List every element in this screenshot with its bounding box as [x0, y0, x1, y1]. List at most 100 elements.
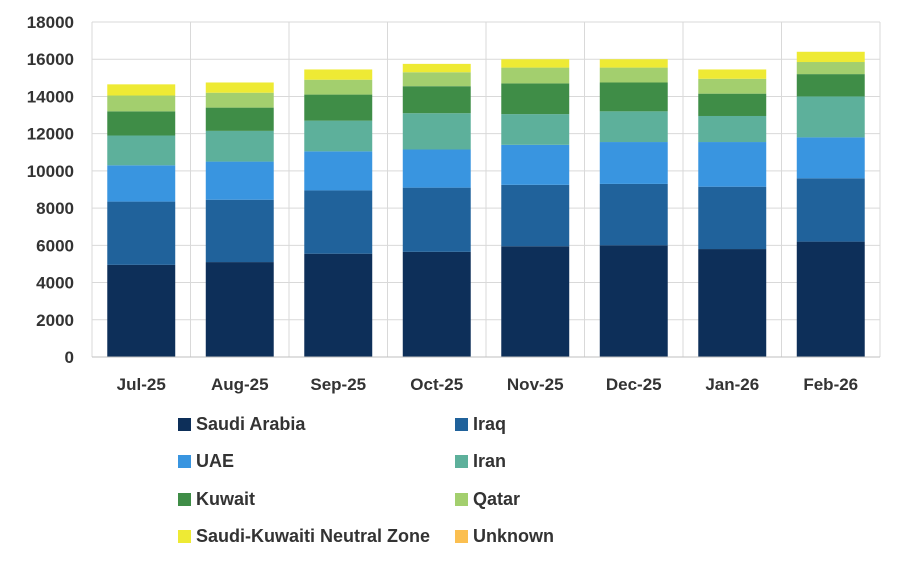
bar-segment-saudi-kuwaiti-neutral-zone-sep-25	[304, 69, 373, 80]
bar-segment-kuwait-jul-25	[107, 111, 176, 136]
x-tick-label: Aug-25	[211, 375, 269, 394]
x-tick-label: Jul-25	[117, 375, 166, 394]
bar-segment-iraq-jan-26	[698, 186, 767, 250]
x-tick-label: Feb-26	[803, 375, 858, 394]
x-tick-label: Dec-25	[606, 375, 662, 394]
bar-segment-saudi-kuwaiti-neutral-zone-dec-25	[599, 59, 668, 68]
bar-segment-saudi-kuwaiti-neutral-zone-jul-25	[107, 84, 176, 96]
legend-label: Saudi-Kuwaiti Neutral Zone	[196, 526, 431, 546]
bar-segment-uae-jan-26	[698, 142, 767, 187]
bar-segment-qatar-sep-25	[304, 79, 373, 95]
legend-swatch	[178, 530, 191, 543]
bar-segment-iraq-jul-25	[107, 201, 176, 265]
bar-segment-kuwait-dec-25	[599, 82, 668, 112]
bar-segment-saudi-kuwaiti-neutral-zone-feb-26	[796, 51, 865, 63]
bar-segment-uae-nov-25	[501, 144, 570, 185]
bar-segment-iran-oct-25	[402, 113, 471, 150]
legend-swatch	[178, 417, 191, 431]
legend-label: Iraq	[473, 413, 507, 434]
legend-item: Iraq	[455, 412, 506, 436]
legend-swatch	[455, 417, 468, 431]
bar-segment-iraq-sep-25	[304, 190, 373, 254]
bar-segment-iraq-aug-25	[205, 199, 274, 263]
x-axis: Jul-25 Aug-25 Sep-25 Oct-25 Nov-25 Dec-25 Jan-…	[92, 356, 880, 394]
bar-segment-qatar-nov-25	[501, 67, 570, 84]
bar-segment-uae-oct-25	[402, 149, 471, 188]
y-tick-label: 8000	[36, 199, 74, 218]
bar-segment-saudi-arabia-dec-25	[599, 245, 668, 357]
bar-segment-saudi-arabia-jul-25	[107, 264, 176, 357]
legend-item: UAE	[178, 450, 234, 474]
legend-label: Qatar	[473, 488, 521, 509]
bar-segment-uae-sep-25	[304, 151, 373, 191]
bar-segment-saudi-arabia-feb-26	[796, 241, 865, 357]
bar-segment-saudi-arabia-jan-26	[698, 249, 767, 357]
legend-label: Kuwait	[196, 488, 256, 509]
y-tick-label: 0	[65, 348, 74, 367]
bar-segment-uae-dec-25	[599, 142, 668, 184]
x-tick-label: Jan-26	[705, 375, 759, 394]
y-tick-label: 4000	[36, 274, 74, 293]
bar-segment-saudi-arabia-oct-25	[402, 251, 471, 357]
bar-segment-saudi-kuwaiti-neutral-zone-jan-26	[698, 69, 767, 79]
y-tick-label: 2000	[36, 311, 74, 330]
bar-segment-qatar-aug-25	[205, 92, 274, 108]
y-tick-label: 12000	[27, 125, 74, 144]
bar-segment-qatar-dec-25	[599, 67, 668, 83]
bar-segment-iraq-feb-26	[796, 178, 865, 242]
bar-segment-saudi-kuwaiti-neutral-zone-oct-25	[402, 63, 471, 73]
bar-segment-kuwait-oct-25	[402, 86, 471, 114]
bar-segment-kuwait-sep-25	[304, 94, 373, 121]
legend-swatch	[455, 492, 468, 506]
bar-segment-saudi-kuwaiti-neutral-zone-nov-25	[501, 59, 570, 68]
bar-segment-uae-feb-26	[796, 137, 865, 179]
legend-item: Saudi-Kuwaiti Neutral Zone	[178, 525, 430, 549]
legend-label: Saudi Arabia	[196, 413, 306, 434]
legend-item: Saudi Arabia	[178, 412, 305, 436]
bar-segment-qatar-jan-26	[698, 78, 767, 94]
bar-segment-iran-jan-26	[698, 115, 767, 143]
legend-item: Qatar	[455, 487, 520, 511]
y-axis: 0 2000 4000 6000 8000 10000 12000 14000 16000 180…	[27, 13, 74, 367]
bar-segment-iran-aug-25	[205, 130, 274, 162]
y-tick-label: 14000	[27, 87, 74, 106]
legend-swatch	[455, 530, 468, 543]
bar-segment-iraq-oct-25	[402, 187, 471, 252]
legend-swatch	[178, 455, 191, 468]
bar-segment-iran-nov-25	[501, 114, 570, 145]
x-tick-label: Oct-25	[410, 375, 463, 394]
bar-segment-saudi-kuwaiti-neutral-zone-aug-25	[205, 82, 274, 93]
bar-segment-iran-dec-25	[599, 111, 668, 143]
plot-area	[91, 21, 881, 358]
y-tick-label: 16000	[27, 50, 74, 69]
legend-item: Unknown	[455, 525, 554, 549]
bar-segment-kuwait-feb-26	[796, 74, 865, 97]
legend-label: Unknown	[473, 526, 554, 546]
x-tick-label: Sep-25	[310, 375, 366, 394]
bar-segment-kuwait-nov-25	[501, 83, 570, 115]
x-tick-label: Nov-25	[507, 375, 564, 394]
bar-segment-saudi-arabia-aug-25	[205, 262, 274, 357]
y-tick-label: 6000	[36, 236, 74, 255]
legend-swatch	[455, 455, 468, 468]
bar-segment-qatar-jul-25	[107, 95, 176, 112]
bar-segment-iran-feb-26	[796, 96, 865, 138]
bar-segment-iraq-nov-25	[501, 184, 570, 247]
legend-item: Iran	[455, 450, 506, 474]
bar-segment-qatar-feb-26	[796, 62, 865, 75]
legend-label: Iran	[473, 451, 507, 471]
bar-segment-kuwait-aug-25	[205, 107, 274, 131]
bar-segment-uae-aug-25	[205, 161, 274, 200]
bar-segment-saudi-arabia-nov-25	[501, 246, 570, 357]
y-tick-label: 10000	[27, 162, 74, 181]
legend-item: Kuwait	[178, 487, 255, 511]
bar-segment-qatar-oct-25	[402, 72, 471, 87]
bar-segment-iran-jul-25	[107, 135, 176, 166]
y-tick-label: 18000	[27, 13, 74, 32]
bar-segment-kuwait-jan-26	[698, 93, 767, 116]
legend-label: UAE	[196, 451, 235, 471]
bar-segment-saudi-arabia-sep-25	[304, 253, 373, 357]
legend-swatch	[178, 492, 191, 506]
bar-segment-iran-sep-25	[304, 120, 373, 152]
